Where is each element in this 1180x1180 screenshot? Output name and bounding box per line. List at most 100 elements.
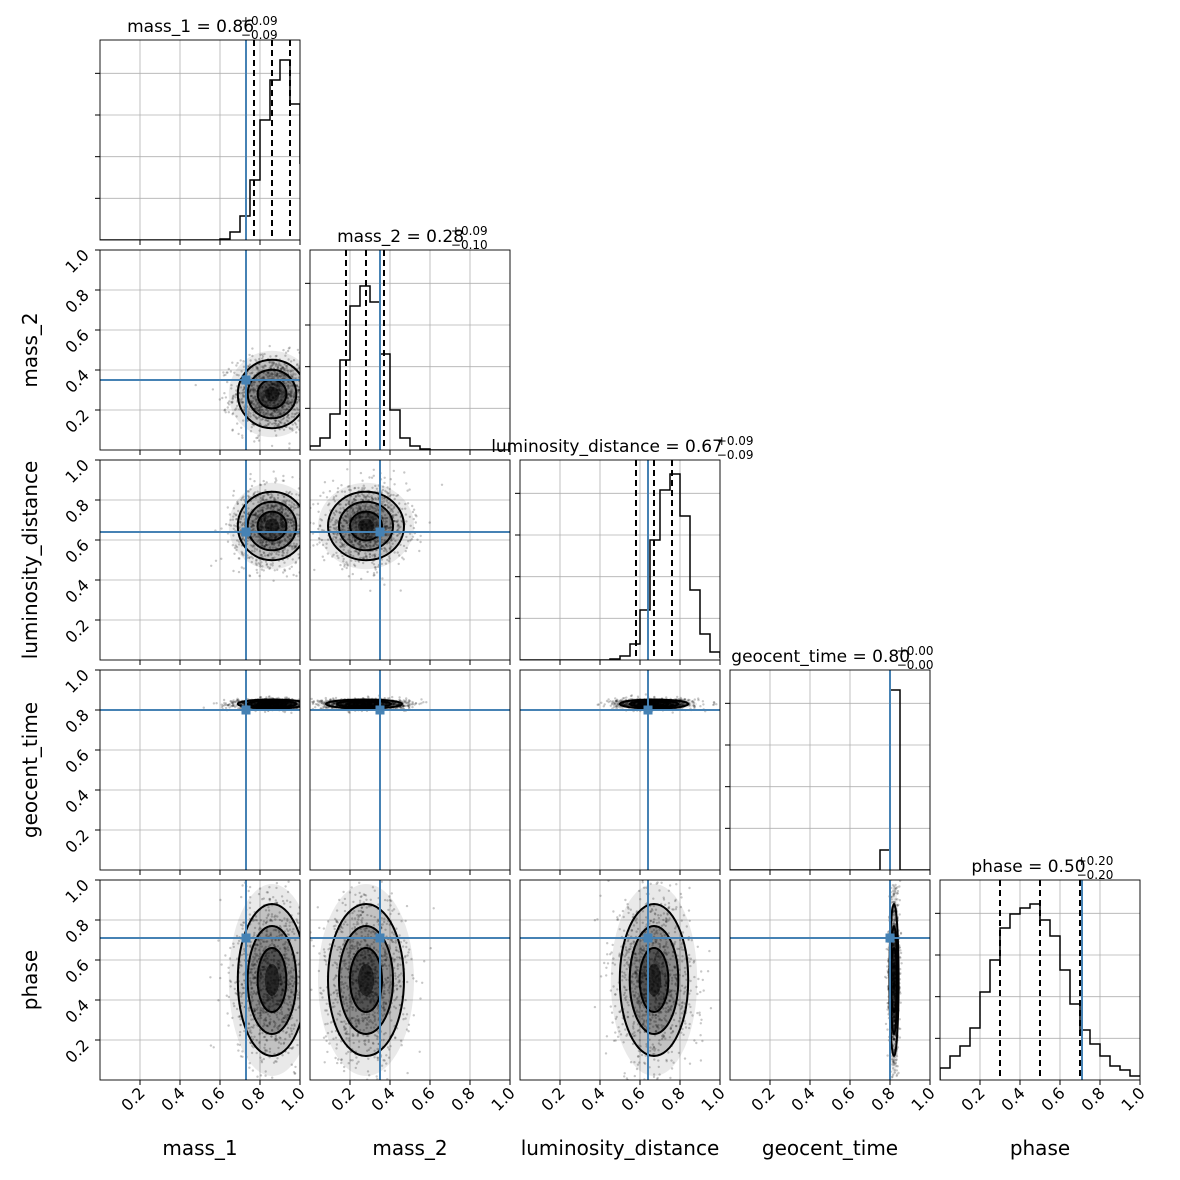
sample-point bbox=[260, 544, 263, 547]
sample-point bbox=[280, 524, 283, 527]
sample-point bbox=[353, 526, 356, 529]
sample-point bbox=[266, 504, 269, 507]
sample-point bbox=[292, 542, 296, 545]
sample-point bbox=[283, 513, 286, 516]
sample-point bbox=[286, 551, 289, 554]
sample-point bbox=[265, 515, 268, 518]
sample-point bbox=[274, 374, 277, 377]
sample-point bbox=[260, 561, 263, 564]
sample-point bbox=[360, 488, 363, 491]
sample-point bbox=[255, 436, 258, 440]
sample-point bbox=[278, 384, 282, 387]
sample-point bbox=[294, 561, 297, 565]
sample-point bbox=[231, 396, 234, 400]
sample-point bbox=[303, 531, 305, 533]
sample-point bbox=[307, 389, 309, 391]
sample-point bbox=[416, 538, 419, 541]
sample-point bbox=[382, 520, 385, 523]
sample-point bbox=[235, 364, 238, 367]
sample-point bbox=[272, 534, 276, 537]
sample-point bbox=[366, 512, 370, 515]
sample-point bbox=[372, 543, 376, 547]
sample-point bbox=[268, 536, 271, 539]
sample-point bbox=[282, 571, 285, 574]
sample-point bbox=[365, 514, 368, 517]
sample-point bbox=[276, 515, 280, 518]
panel-grid bbox=[100, 40, 301, 240]
sample-point bbox=[290, 415, 294, 418]
sample-point bbox=[231, 518, 235, 521]
sample-point bbox=[307, 702, 309, 704]
sample-point bbox=[359, 515, 363, 519]
sample-point bbox=[269, 507, 272, 511]
sample-point bbox=[265, 424, 269, 428]
sample-point bbox=[361, 534, 364, 538]
posterior-2d-panel bbox=[310, 460, 510, 660]
sample-point bbox=[248, 574, 252, 578]
sample-point bbox=[367, 536, 371, 539]
sample-point bbox=[271, 375, 274, 379]
sample-point bbox=[239, 392, 242, 395]
sample-point bbox=[305, 410, 307, 412]
sample-point bbox=[364, 543, 368, 546]
sample-point bbox=[359, 546, 363, 550]
sample-point bbox=[385, 524, 389, 528]
sample-point bbox=[221, 396, 224, 400]
sample-point bbox=[250, 401, 253, 405]
sample-point bbox=[333, 701, 336, 705]
sample-point bbox=[314, 549, 316, 551]
sample-point bbox=[404, 549, 407, 553]
sample-point bbox=[316, 502, 320, 505]
sample-point bbox=[321, 699, 324, 703]
sample-point bbox=[345, 499, 348, 502]
sample-point bbox=[371, 498, 374, 501]
sample-point bbox=[312, 403, 314, 405]
sample-point bbox=[372, 572, 376, 575]
sample-point bbox=[384, 533, 388, 537]
sample-point bbox=[261, 522, 264, 526]
sample-point bbox=[310, 392, 312, 394]
sample-point bbox=[259, 696, 262, 700]
sample-point bbox=[271, 414, 275, 418]
sample-point bbox=[254, 415, 257, 419]
sample-point bbox=[223, 701, 226, 705]
sample-point bbox=[371, 486, 374, 489]
sample-point bbox=[237, 432, 240, 436]
sample-point bbox=[303, 500, 305, 502]
sample-point bbox=[344, 519, 348, 523]
sample-point bbox=[261, 544, 264, 548]
sample-point bbox=[262, 528, 265, 531]
sample-point bbox=[275, 541, 279, 545]
sample-point bbox=[285, 534, 288, 537]
sample-point bbox=[293, 547, 296, 550]
sample-point bbox=[298, 367, 300, 370]
sample-point bbox=[411, 703, 414, 706]
sample-point bbox=[280, 507, 283, 510]
sample-point bbox=[387, 541, 391, 544]
sample-point bbox=[243, 385, 246, 389]
sample-point bbox=[286, 385, 290, 388]
sample-point bbox=[394, 520, 397, 523]
sample-point bbox=[271, 382, 274, 386]
sample-point bbox=[250, 525, 254, 528]
sample-point bbox=[259, 528, 262, 532]
sample-point bbox=[259, 565, 262, 568]
sample-point bbox=[257, 539, 261, 542]
sample-point bbox=[335, 551, 338, 554]
sample-point bbox=[254, 703, 257, 706]
sample-point bbox=[353, 487, 356, 490]
sample-point bbox=[304, 701, 306, 703]
sample-point bbox=[288, 394, 291, 397]
sample-point bbox=[291, 374, 295, 377]
sample-point bbox=[281, 554, 285, 557]
sample-point bbox=[251, 388, 255, 391]
sample-point bbox=[393, 505, 396, 508]
sample-point bbox=[268, 546, 271, 550]
sample-point bbox=[283, 569, 287, 572]
sample-point bbox=[306, 409, 308, 411]
sample-point bbox=[255, 517, 258, 520]
sample-point bbox=[369, 516, 372, 520]
sample-point bbox=[271, 412, 274, 415]
sample-point bbox=[274, 419, 278, 422]
sample-point bbox=[290, 427, 294, 430]
